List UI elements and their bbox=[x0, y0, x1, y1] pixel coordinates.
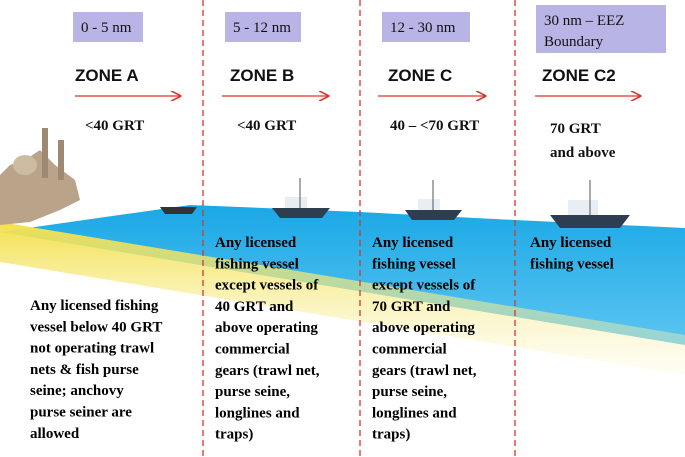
boat bbox=[160, 207, 197, 214]
range-label: Boundary bbox=[544, 34, 604, 50]
grt-label: <40 GRT bbox=[237, 118, 296, 134]
range-label: 30 nm – EEZ bbox=[544, 13, 624, 29]
zone-description: allowed bbox=[30, 426, 80, 442]
zone-description: Any licensed fishing bbox=[30, 298, 159, 314]
grt-label: and above bbox=[550, 145, 616, 161]
zone-description: traps) bbox=[372, 427, 410, 443]
zone-description: purse seine, bbox=[372, 384, 447, 400]
zone-description: commercial bbox=[215, 342, 290, 358]
zone-description: gears (trawl net, bbox=[372, 363, 477, 379]
zone-description: vessel below 40 GRT bbox=[30, 319, 162, 335]
zone-description: fishing vessel bbox=[215, 256, 299, 272]
zone-description: above operating bbox=[215, 320, 318, 336]
zone-description: traps) bbox=[215, 427, 253, 443]
zone-description: Any licensed bbox=[530, 235, 612, 251]
boat bbox=[405, 180, 462, 220]
range-box bbox=[73, 12, 143, 42]
zone-description: nets & fish purse bbox=[30, 362, 139, 378]
grt-label: <40 GRT bbox=[85, 118, 144, 134]
zone-description: purse seiner are bbox=[30, 405, 132, 421]
range-box bbox=[382, 12, 470, 42]
range-box bbox=[225, 12, 301, 42]
boat bbox=[550, 180, 630, 228]
zone-description: 40 GRT and bbox=[215, 299, 294, 315]
range-label: 5 - 12 nm bbox=[233, 20, 291, 36]
zone-name: ZONE A bbox=[75, 66, 139, 85]
zone-description: fishing vessel bbox=[372, 256, 456, 272]
grt-label: 70 GRT bbox=[550, 121, 601, 137]
seabed bbox=[0, 222, 685, 375]
zone-description: fishing vessel bbox=[530, 256, 614, 272]
zone-description: Any licensed bbox=[372, 235, 454, 251]
zone-description: longlines and bbox=[372, 405, 457, 421]
zone-description: above operating bbox=[372, 320, 475, 336]
zone-description: not operating trawl bbox=[30, 341, 154, 357]
zone-description: purse seine, bbox=[215, 384, 290, 400]
zone-description: 70 GRT and bbox=[372, 299, 451, 315]
zone-description: longlines and bbox=[215, 405, 300, 421]
zone-description: seine; anchovy bbox=[30, 383, 124, 399]
zone-name: ZONE C bbox=[388, 66, 452, 85]
zone-description: except vessels of bbox=[372, 278, 476, 294]
zone-description: Any licensed bbox=[215, 235, 297, 251]
zone-name: ZONE C2 bbox=[542, 66, 616, 85]
zone-description: except vessels of bbox=[215, 278, 319, 294]
zone-name: ZONE B bbox=[230, 66, 294, 85]
range-label: 0 - 5 nm bbox=[81, 20, 132, 36]
range-label: 12 - 30 nm bbox=[390, 20, 456, 36]
zone-description: commercial bbox=[372, 342, 447, 358]
grt-label: 40 – <70 GRT bbox=[390, 118, 479, 134]
boat bbox=[272, 178, 330, 218]
range-box bbox=[536, 5, 666, 53]
city-skyline bbox=[0, 128, 80, 225]
zone-description: gears (trawl net, bbox=[215, 363, 320, 379]
